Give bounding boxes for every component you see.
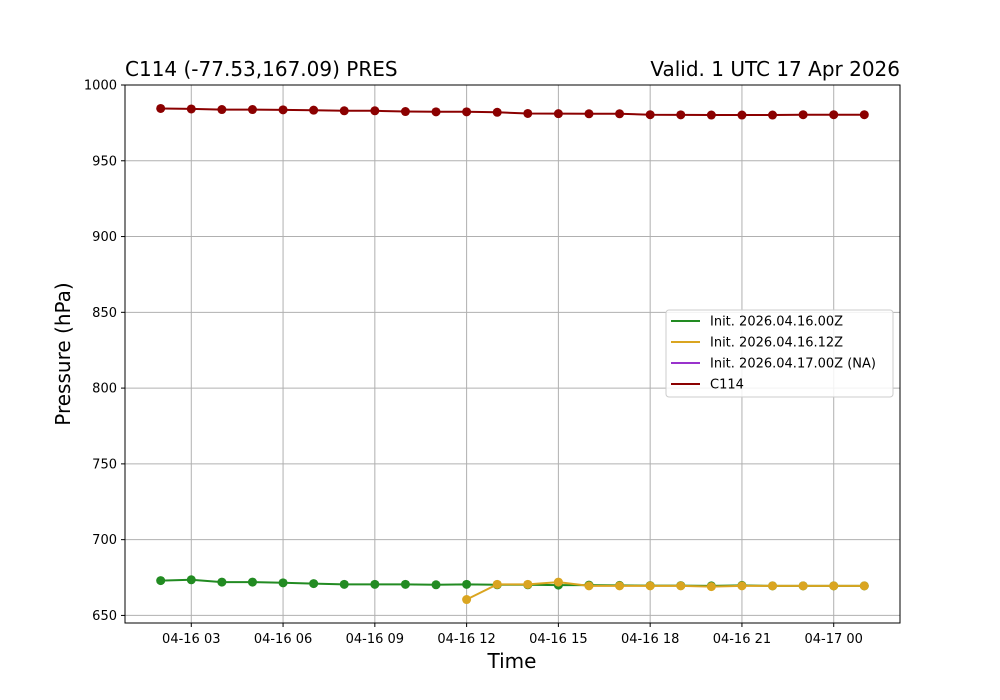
series-line	[160, 107, 865, 116]
data-point	[829, 110, 839, 120]
data-point	[186, 575, 196, 585]
x-tick-label: 04-16 03	[162, 632, 220, 647]
y-tick-label: 950	[92, 154, 117, 169]
data-point	[462, 579, 472, 589]
legend-box	[665, 309, 894, 398]
legend-entry: Init. 2026.04.16.00Z	[710, 315, 843, 330]
x-axis: 04-16 03 04-16 06 04-16 09 04-16 12 04-16 15…	[162, 623, 863, 647]
data-point	[645, 581, 655, 591]
x-tick-label: 04-17 00	[804, 632, 862, 647]
x-tick-label: 04-16 12	[437, 632, 495, 647]
legend-entry: Init. 2026.04.16.12Z	[710, 336, 843, 351]
data-point	[400, 107, 410, 117]
data-point	[768, 110, 778, 120]
data-point	[706, 110, 716, 120]
y-tick-label: 1000	[84, 79, 117, 94]
data-point	[798, 110, 808, 120]
grid	[125, 84, 900, 623]
data-point	[798, 581, 808, 591]
data-point	[492, 107, 502, 117]
data-point	[676, 581, 686, 591]
data-point	[553, 577, 563, 587]
data-point	[584, 581, 594, 591]
data-point	[553, 109, 563, 119]
x-tick-label: 04-16 21	[713, 632, 771, 647]
data-point	[217, 577, 227, 587]
y-tick-label: 900	[92, 230, 117, 245]
chart-title-right: Valid. 1 UTC 17 Apr 2026	[650, 57, 900, 81]
data-point	[859, 581, 869, 591]
y-axis-label: Pressure (hPa)	[51, 282, 75, 425]
y-tick-label: 750	[92, 457, 117, 472]
data-point	[523, 108, 533, 118]
chart-title-left: C114 (-77.53,167.09) PRES	[125, 57, 398, 81]
series-layer	[156, 103, 869, 605]
data-point	[339, 106, 349, 116]
data-point	[309, 105, 319, 115]
data-point	[309, 579, 319, 589]
y-axis: 650 700 750 800 850 900 950 1000	[84, 79, 125, 624]
data-point	[676, 110, 686, 120]
data-point	[278, 578, 288, 588]
data-point	[431, 580, 441, 590]
legend-entry: Init. 2026.04.17.00Z (NA)	[710, 357, 876, 372]
data-point	[217, 105, 227, 115]
data-point	[278, 105, 288, 115]
plot-frame	[124, 84, 901, 624]
data-point	[523, 579, 533, 589]
legend: Init. 2026.04.16.00Z Init. 2026.04.16.12Z…	[665, 309, 894, 398]
data-point	[156, 576, 166, 586]
data-point	[584, 109, 594, 119]
legend-entry: C114	[710, 378, 744, 393]
data-point	[615, 109, 625, 119]
series-line	[466, 581, 865, 601]
y-tick-label: 700	[92, 533, 117, 548]
data-point	[186, 104, 196, 114]
data-point	[492, 579, 502, 589]
data-point	[400, 579, 410, 589]
data-point	[737, 581, 747, 591]
y-tick-label: 800	[92, 382, 117, 397]
data-point	[247, 577, 257, 587]
data-point	[156, 103, 166, 113]
data-point	[768, 581, 778, 591]
data-point	[737, 110, 747, 120]
data-point	[247, 105, 257, 115]
data-point	[462, 107, 472, 117]
series-3	[156, 103, 869, 120]
x-tick-label: 04-16 06	[254, 632, 312, 647]
x-axis-label: Time	[487, 649, 537, 673]
x-tick-label: 04-16 15	[529, 632, 587, 647]
series-1	[462, 577, 869, 605]
data-point	[859, 110, 869, 120]
data-point	[645, 110, 655, 120]
y-tick-label: 650	[92, 609, 117, 624]
data-point	[615, 581, 625, 591]
data-point	[431, 107, 441, 117]
data-point	[370, 579, 380, 589]
data-point	[370, 106, 380, 116]
series-0	[156, 575, 869, 591]
x-tick-label: 04-16 09	[346, 632, 404, 647]
y-tick-label: 850	[92, 306, 117, 321]
x-tick-label: 04-16 18	[621, 632, 679, 647]
data-point	[462, 595, 472, 605]
data-point	[829, 581, 839, 591]
data-point	[706, 582, 716, 592]
data-point	[339, 579, 349, 589]
